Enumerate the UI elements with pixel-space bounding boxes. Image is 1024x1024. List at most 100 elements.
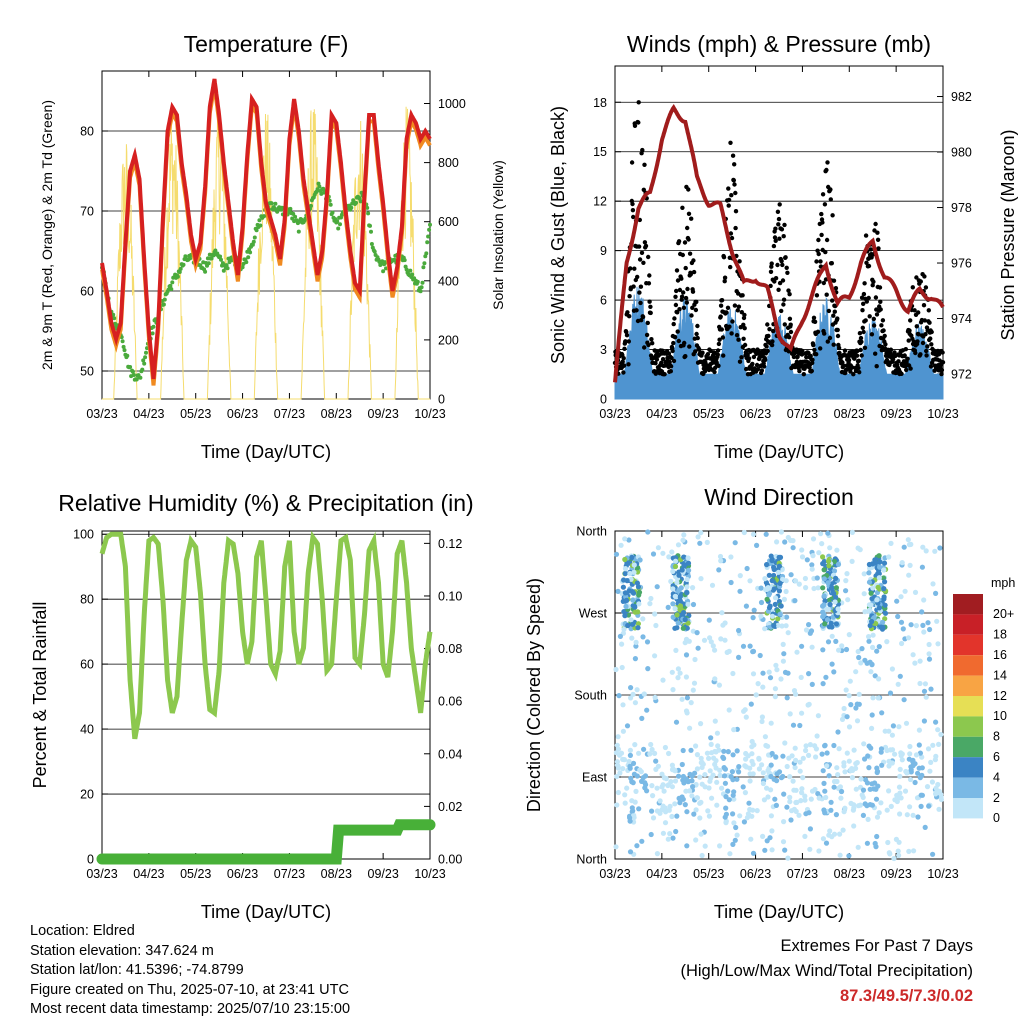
gust-point [878,299,883,304]
gust-point [648,304,653,309]
left-tick-label: 20 [80,788,94,802]
direction-point [835,729,841,735]
dewpoint-point [269,201,274,206]
direction-point [673,719,680,725]
direction-point [629,798,635,804]
direction-point [876,810,882,816]
x-tick-label: 08/23 [321,407,352,421]
direction-point [630,597,636,603]
direction-point [726,707,732,713]
legend-swatch [953,798,983,819]
gust-point [856,358,861,363]
direction-point [750,771,756,777]
direction-point [635,584,642,590]
direction-point [881,567,887,573]
direction-point [726,797,732,803]
direction-point [779,623,785,629]
dewpoint-point [213,248,218,253]
direction-point [923,694,929,700]
direction-point [825,580,831,586]
direction-point [691,680,698,686]
direction-point [888,540,894,547]
direction-point [800,775,806,781]
direction-point [693,743,699,749]
direction-point [808,796,814,802]
direction-point [719,785,725,791]
direction-point [809,566,815,572]
gust-point [675,329,680,334]
legend-label: 16 [993,648,1007,662]
right-tick-label: 800 [438,156,459,170]
direction-point [899,757,905,763]
direction-point [836,746,842,752]
direction-point [823,794,829,801]
direction-point [629,554,635,561]
direction-point [782,539,788,545]
direction-point [833,594,839,601]
gust-point [765,322,770,327]
gust-point [727,324,732,329]
gust-point [735,308,740,313]
direction-point [799,790,805,796]
direction-point [906,542,913,548]
direction-point [673,558,679,564]
left-tick-label: 70 [80,205,94,219]
direction-point [869,725,875,732]
direction-point [828,807,834,813]
direction-point [860,794,866,801]
gust-point [636,244,642,249]
legend-label: 14 [993,668,1007,682]
direction-point [876,676,882,682]
legend-label: 6 [993,750,1000,764]
gust-point [860,325,865,330]
direction-point [783,588,789,595]
direction-point [621,577,627,583]
panel-title: Wind Direction [704,484,854,510]
direction-point [750,671,757,677]
direction-point [867,607,873,613]
right-tick-label: 978 [951,201,972,215]
direction-point [890,723,897,729]
direction-point [790,545,796,551]
direction-point [632,742,638,748]
gust-point [730,319,735,324]
dewpoint-point [368,223,372,228]
direction-point [654,785,660,791]
gust-point [741,322,746,327]
gust-point [676,338,681,344]
gust-point [782,222,787,228]
gust-point [645,320,650,326]
direction-point [786,755,792,761]
gust-point [729,193,734,198]
direction-point [799,786,805,792]
direction-point [898,619,905,625]
direction-point [684,576,690,583]
x-tick-label: 09/23 [881,867,912,881]
gust-point [677,307,682,312]
gust-point [679,276,684,281]
direction-point [921,718,928,724]
direction-point [641,691,647,697]
direction-point [670,601,676,607]
direction-point [760,670,766,676]
direction-point [796,581,802,587]
direction-point [774,771,780,777]
direction-point [750,649,756,655]
direction-point [831,669,837,675]
gust-point [920,340,926,346]
legend-label: 8 [993,730,1000,744]
gust-point [683,265,688,271]
direction-point [769,613,776,619]
gust-point [787,316,793,321]
direction-point [759,714,766,720]
gust-point [779,227,785,232]
direction-point [937,545,943,551]
dewpoint-point [372,249,377,254]
direction-point [865,816,871,823]
direction-point [665,782,671,789]
direction-point [777,554,784,561]
direction-point [614,759,621,765]
gust-point [784,265,789,270]
direction-point [722,766,729,772]
direction-point [899,751,905,757]
